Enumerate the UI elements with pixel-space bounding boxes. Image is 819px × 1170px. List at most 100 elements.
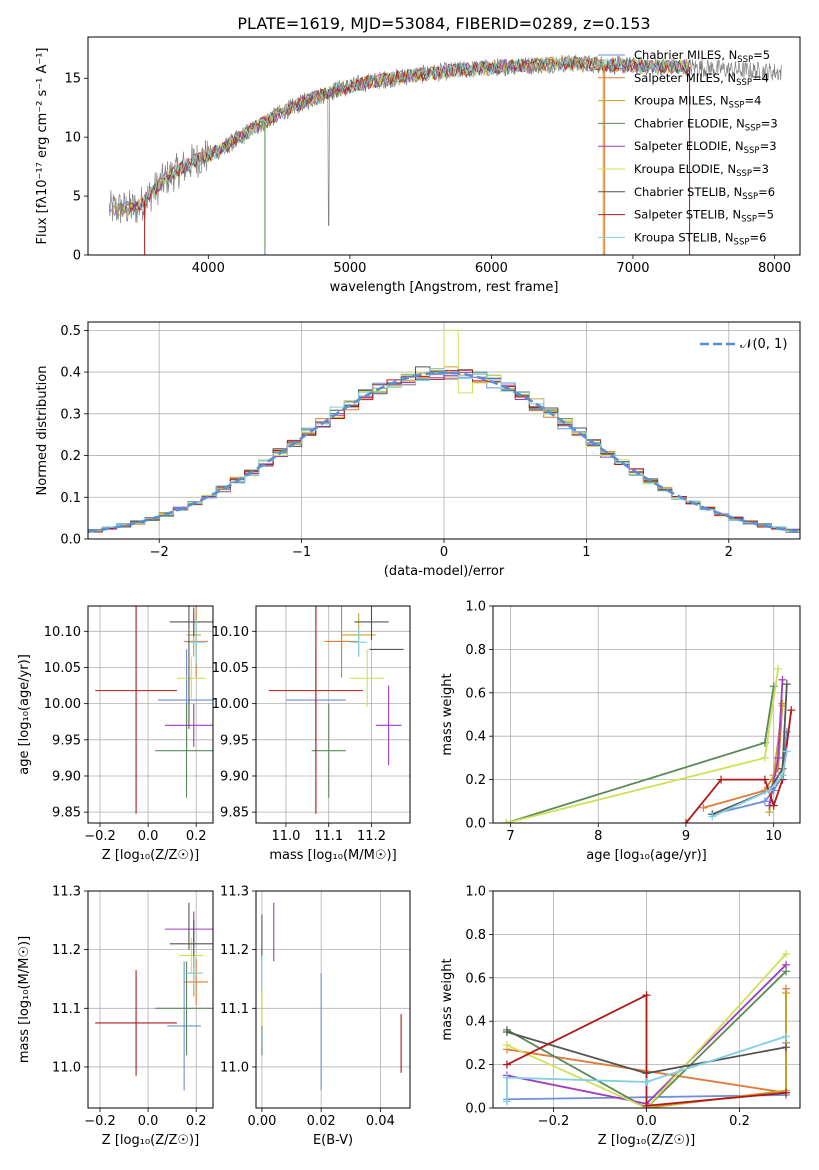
plus-marker <box>782 1043 791 1052</box>
y-tick-label: 0 <box>73 249 81 264</box>
mass-weight-line <box>703 703 784 809</box>
y-axis-label: mass weight <box>440 958 455 1040</box>
x-axis-label: mass [log₁₀(M/M☉)] <box>269 848 396 863</box>
x-axis-label: E(B-V) <box>313 1133 353 1148</box>
x-tick-label: 0.2 <box>729 1114 750 1129</box>
y-tick-label: 0.4 <box>465 730 486 745</box>
legend-entry: Salpeter STELIB, NSSP=5 <box>634 208 774 225</box>
error-bar-point <box>375 685 402 766</box>
y-tick-label: 1.0 <box>465 600 486 615</box>
y-axis-label: Normed distribution <box>35 366 50 496</box>
y-tick-label: 11.1 <box>52 1002 81 1017</box>
y-tick-label: 9.90 <box>220 769 249 784</box>
x-tick-label: 0.0 <box>636 1114 657 1129</box>
model-spectrum <box>123 56 690 215</box>
x-tick-label: −2 <box>150 545 169 560</box>
plus-marker <box>760 775 769 784</box>
axes-frame <box>87 605 214 824</box>
mass-weight-line <box>711 751 788 818</box>
model-spectrum <box>131 56 690 216</box>
y-tick-label: 0.1 <box>60 491 81 506</box>
x-axis-label: Z [log₁₀(Z/Z☉)] <box>598 1133 695 1148</box>
error-bar-point <box>95 970 177 1076</box>
error-bar-point <box>169 607 213 637</box>
y-tick-label: 5 <box>73 190 81 205</box>
x-tick-label: 0.04 <box>366 1114 395 1129</box>
plus-marker <box>502 1028 511 1037</box>
plus-marker <box>642 991 651 1000</box>
y-tick-label: 0.0 <box>60 533 81 548</box>
y-tick-label: 9.85 <box>52 806 81 821</box>
x-tick-label: 1 <box>582 545 590 560</box>
axes-frame <box>87 890 214 1109</box>
y-tick-label: 10.05 <box>44 661 81 676</box>
y-tick-label: 11.1 <box>220 1002 249 1017</box>
x-tick-label: 11.2 <box>357 829 386 844</box>
plot-area <box>88 329 800 533</box>
error-bar-point <box>155 961 213 1056</box>
x-tick-label: 11.0 <box>271 829 300 844</box>
plus-marker <box>502 1060 511 1069</box>
error-bar-point <box>350 649 385 708</box>
plus-marker <box>782 960 791 969</box>
error-bar-point <box>350 627 368 657</box>
x-tick-label: 5000 <box>333 261 366 276</box>
y-tick-label: 0.4 <box>465 1015 486 1030</box>
y-tick-label: 9.95 <box>52 733 81 748</box>
legend-entry: 𝒩(0, 1) <box>740 337 787 352</box>
y-tick-label: 10.00 <box>212 697 249 712</box>
plus-marker <box>502 1097 511 1106</box>
plus-marker <box>699 803 708 812</box>
plot-area <box>95 606 213 814</box>
legend-entry: Chabrier ELODIE, NSSP=3 <box>634 116 778 133</box>
plus-marker <box>502 819 511 823</box>
y-tick-label: 9.85 <box>220 806 249 821</box>
x-tick-label: −0.2 <box>84 829 116 844</box>
error-bar-point <box>184 958 209 1006</box>
y-tick-label: 0.2 <box>465 773 486 788</box>
y-tick-label: 0.6 <box>465 971 486 986</box>
plus-marker <box>774 753 783 762</box>
legend-entry: Salpeter MILES, NSSP=4 <box>634 71 769 88</box>
panel-age-vs-mass: 11.0 11.1 11.2 9.85 9.90 9.95 10.00 10.05 10.10 m… <box>212 605 411 863</box>
axes-frame <box>255 605 411 824</box>
y-tick-label: 0.2 <box>465 1058 486 1073</box>
error-bar-point <box>155 703 213 798</box>
x-tick-label: 0.00 <box>247 1114 276 1129</box>
y-tick-label: 11.0 <box>220 1060 249 1075</box>
x-axis-label: age [log₁₀(age/yr)] <box>586 848 707 863</box>
x-tick-label: 11.1 <box>314 829 343 844</box>
x-tick-label: 2 <box>725 545 733 560</box>
y-tick-label: 10 <box>64 131 81 146</box>
plus-marker <box>642 1077 651 1086</box>
model-spectrum <box>128 57 690 215</box>
legend-entry: Salpeter ELODIE, NSSP=3 <box>634 139 777 156</box>
error-bar-point <box>311 703 346 798</box>
y-axis-label: age [log₁₀(age/yr)] <box>17 654 32 775</box>
plus-marker <box>782 949 791 958</box>
axes-frame <box>87 321 801 540</box>
spectrum-legend: Chabrier MILES, NSSP=5 Salpeter MILES, NS… <box>598 48 778 247</box>
x-tick-label: 6000 <box>475 261 508 276</box>
axes-frame <box>492 890 801 1109</box>
x-tick-label: 9 <box>682 829 690 844</box>
y-tick-label: 0.8 <box>465 928 486 943</box>
y-tick-label: 0.8 <box>465 643 486 658</box>
y-tick-label: 1.0 <box>465 885 486 900</box>
x-tick-label: 7000 <box>616 261 649 276</box>
x-tick-label: 0.02 <box>307 1114 336 1129</box>
y-tick-label: 11.3 <box>220 885 249 900</box>
y-tick-label: 0.2 <box>60 449 81 464</box>
y-axis-label: mass weight <box>440 673 455 755</box>
plot-area <box>502 949 791 1108</box>
y-tick-label: 11.2 <box>220 943 249 958</box>
y-axis-label: mass [log₁₀(M/M☉)] <box>17 936 32 1063</box>
plot-area <box>502 664 796 823</box>
x-tick-label: 8000 <box>758 261 791 276</box>
y-tick-label: 0.5 <box>60 324 81 339</box>
panel-age-vs-Z: −0.2 0.0 0.2 9.85 9.90 9.95 10.00 10.05 10.10 Z [… <box>17 605 214 863</box>
y-tick-label: 11.2 <box>52 943 81 958</box>
error-bar-point <box>167 961 201 1091</box>
mass-weight-line <box>506 953 787 1108</box>
